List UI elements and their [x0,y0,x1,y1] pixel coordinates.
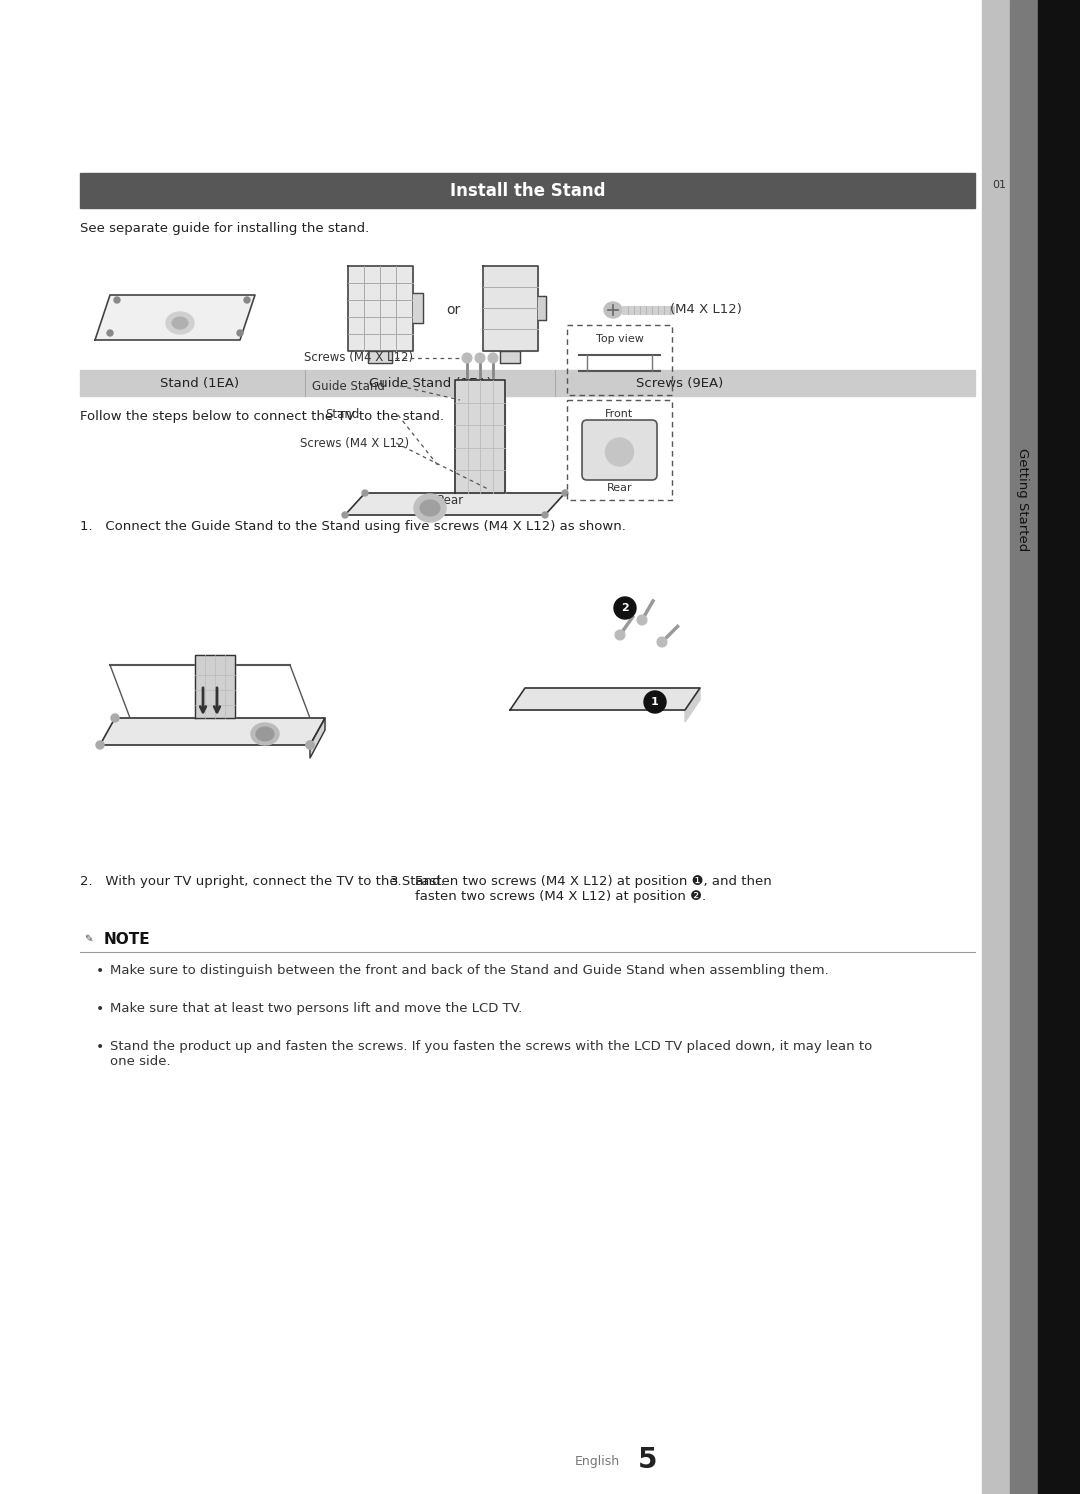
Polygon shape [455,379,505,493]
Text: (M4 X L12): (M4 X L12) [670,303,742,317]
Polygon shape [483,266,538,351]
Text: 5: 5 [638,1446,658,1475]
Text: 01: 01 [993,179,1005,190]
Ellipse shape [256,728,274,741]
Text: Guide Stand: Guide Stand [312,379,384,393]
Text: Stand (1EA): Stand (1EA) [161,376,240,390]
Ellipse shape [604,302,622,318]
Text: English: English [575,1455,620,1469]
Text: Screws (9EA): Screws (9EA) [636,376,724,390]
FancyBboxPatch shape [582,420,657,480]
Bar [80,173,975,208]
Text: Make sure that at least two persons lift and move the LCD TV.: Make sure that at least two persons lift… [110,1002,523,1014]
Text: See separate guide for installing the stand.: See separate guide for installing the st… [80,223,369,235]
Text: Guide Stand (1EA): Guide Stand (1EA) [368,376,491,390]
Polygon shape [345,493,565,515]
Ellipse shape [166,312,194,335]
Polygon shape [100,719,325,746]
Circle shape [306,741,314,748]
Polygon shape [500,351,519,363]
Text: •: • [96,964,105,979]
Circle shape [96,741,104,748]
Circle shape [644,692,666,713]
Circle shape [111,714,119,722]
Text: Rear: Rear [436,493,463,506]
Ellipse shape [414,495,446,521]
Circle shape [79,929,97,949]
Ellipse shape [420,500,440,515]
Text: Top view: Top view [595,335,644,344]
Polygon shape [348,266,413,351]
Ellipse shape [172,317,188,329]
Bar [982,0,1010,1494]
Circle shape [342,512,348,518]
Circle shape [615,598,636,619]
Text: •: • [96,1002,105,1016]
Circle shape [562,490,568,496]
Text: 3.: 3. [390,875,403,887]
Text: Stand the product up and fasten the screws. If you fasten the screws with the LC: Stand the product up and fasten the scre… [110,1040,873,1068]
Circle shape [637,616,647,624]
Text: Stand: Stand [325,408,360,421]
Circle shape [615,630,625,639]
Circle shape [244,297,249,303]
Text: ✎: ✎ [83,934,93,944]
Bar [80,371,975,396]
Text: Screws (M4 X L12): Screws (M4 X L12) [300,436,409,450]
Text: Screws (M4 X L12): Screws (M4 X L12) [303,351,414,365]
Polygon shape [195,654,235,719]
Circle shape [237,330,243,336]
Polygon shape [510,689,700,710]
Text: Getting Started: Getting Started [1016,448,1029,551]
Circle shape [306,741,314,748]
Polygon shape [685,689,700,722]
Text: 1: 1 [651,698,659,707]
Circle shape [606,438,634,466]
Text: 2: 2 [621,604,629,613]
Text: NOTE: NOTE [104,931,150,947]
Bar [622,306,674,314]
Text: Rear: Rear [607,483,632,493]
Polygon shape [413,293,422,323]
Circle shape [488,353,498,363]
Circle shape [542,512,548,518]
Bar [1038,0,1080,1494]
Polygon shape [95,294,255,341]
Polygon shape [538,296,545,320]
Circle shape [114,297,120,303]
Circle shape [657,636,667,647]
Polygon shape [310,719,325,757]
Bar [1010,0,1038,1494]
Text: 1.   Connect the Guide Stand to the Stand using five screws (M4 X L12) as shown.: 1. Connect the Guide Stand to the Stand … [80,520,626,533]
Text: Fasten two screws (M4 X L12) at position ❶, and then
fasten two screws (M4 X L12: Fasten two screws (M4 X L12) at position… [415,875,772,902]
Text: or: or [446,303,460,317]
Text: Make sure to distinguish between the front and back of the Stand and Guide Stand: Make sure to distinguish between the fro… [110,964,828,977]
Polygon shape [368,351,392,363]
Ellipse shape [251,723,279,746]
Circle shape [107,330,113,336]
Circle shape [475,353,485,363]
Text: Front: Front [606,409,634,418]
Circle shape [362,490,368,496]
Circle shape [462,353,472,363]
Text: Install the Stand: Install the Stand [449,181,605,200]
Text: Follow the steps below to connect the TV to the stand.: Follow the steps below to connect the TV… [80,409,444,423]
Text: 2.   With your TV upright, connect the TV to the Stand.: 2. With your TV upright, connect the TV … [80,875,445,887]
Text: •: • [96,1040,105,1053]
